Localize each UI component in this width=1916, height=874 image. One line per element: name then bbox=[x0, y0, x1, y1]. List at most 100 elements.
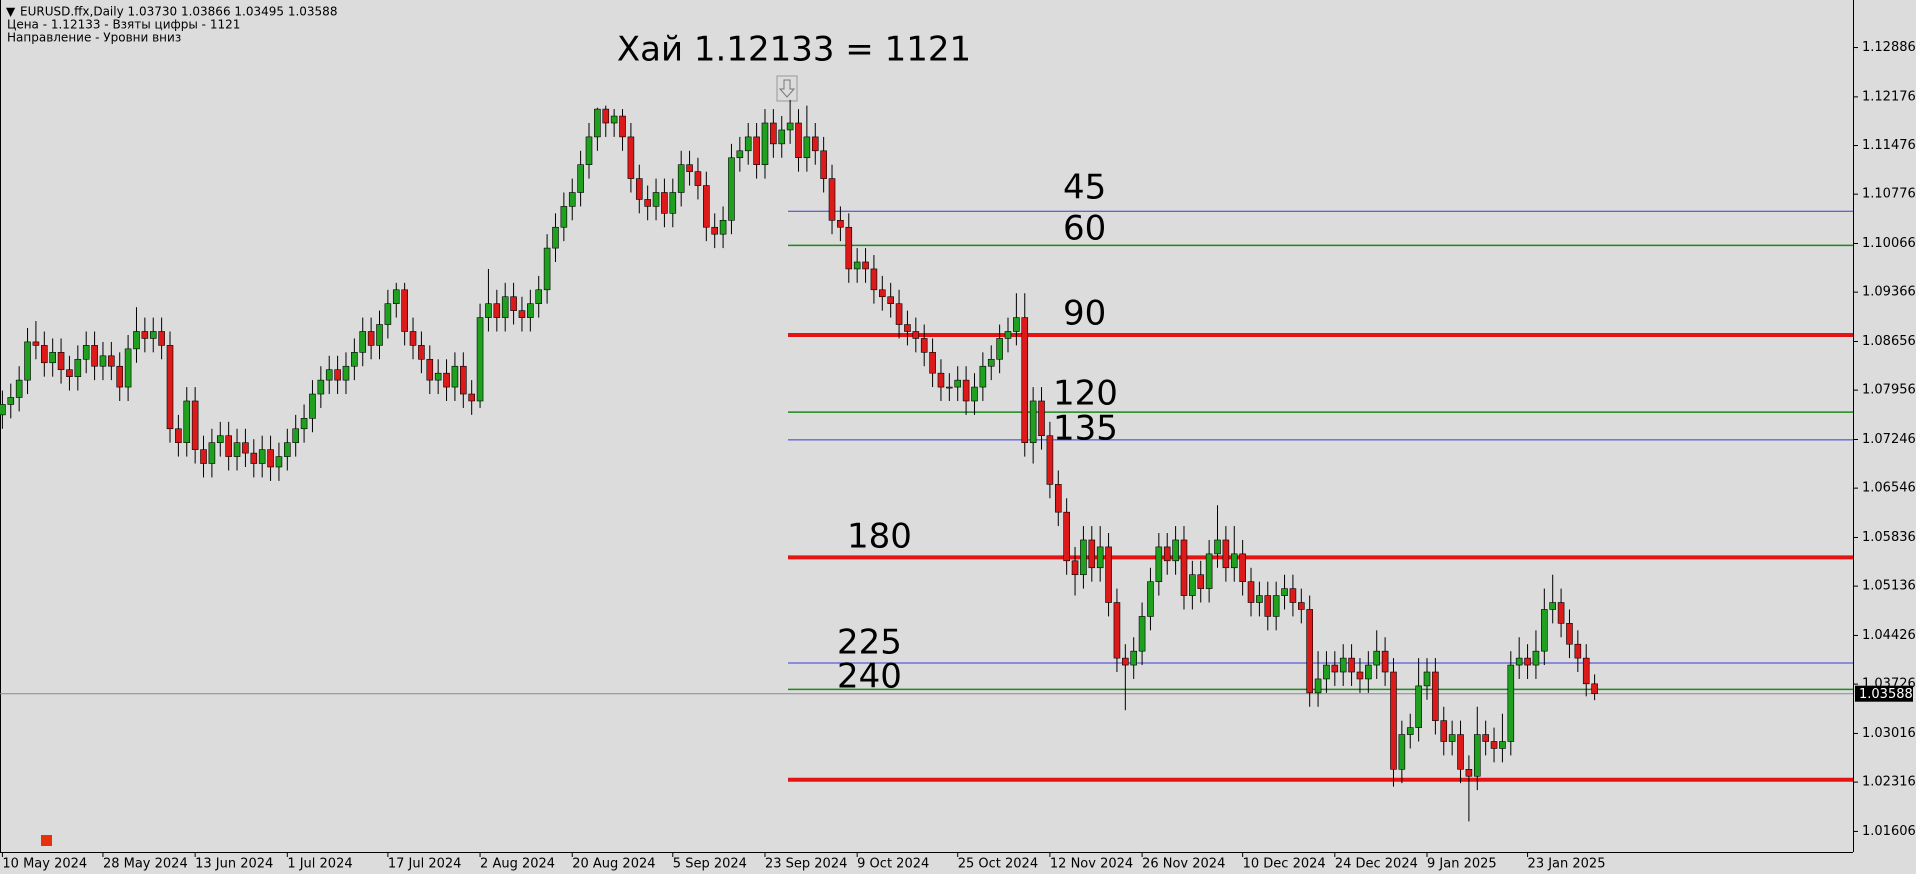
y-tick-label: 1.12176 bbox=[1862, 89, 1916, 104]
candle-body bbox=[250, 452, 258, 464]
candle-body bbox=[443, 372, 450, 388]
candle-body bbox=[1515, 657, 1523, 666]
current-price-label: 1.03588 bbox=[1859, 687, 1913, 702]
x-tick-label: 26 Nov 2024 bbox=[1142, 857, 1225, 872]
candle-body bbox=[1473, 734, 1481, 777]
candle-body bbox=[929, 352, 936, 374]
candle-body bbox=[233, 442, 241, 457]
candle-body bbox=[845, 226, 853, 270]
candle-body bbox=[837, 219, 844, 228]
candle-body bbox=[803, 136, 811, 159]
candle-body bbox=[1096, 546, 1104, 569]
level-label: 120 bbox=[1053, 374, 1118, 414]
candle-body bbox=[501, 296, 509, 318]
candle-body bbox=[795, 122, 802, 159]
x-tick-label: 2 Aug 2024 bbox=[480, 857, 555, 872]
y-tick-label: 1.07246 bbox=[1862, 432, 1916, 447]
x-tick-label: 23 Sep 2024 bbox=[765, 857, 847, 872]
x-tick-label: 9 Jan 2025 bbox=[1427, 857, 1497, 872]
level-label: 240 bbox=[837, 657, 902, 697]
candle-body bbox=[820, 150, 827, 179]
candle-body bbox=[661, 192, 668, 214]
candle-body bbox=[418, 345, 425, 360]
candle-body bbox=[1356, 671, 1364, 680]
candle-body bbox=[1272, 595, 1280, 617]
candle-body bbox=[761, 122, 769, 166]
candle-body bbox=[1004, 331, 1012, 339]
icon-frame bbox=[776, 75, 798, 102]
chart-title: Хай 1.12133 = 1121 bbox=[617, 30, 971, 70]
candle-body bbox=[376, 324, 383, 346]
candle-body bbox=[870, 268, 878, 291]
candle-body bbox=[91, 345, 98, 367]
candle-body bbox=[1373, 650, 1381, 666]
x-tick-label: 13 Jun 2024 bbox=[195, 857, 273, 872]
candle-body bbox=[577, 164, 584, 193]
info-line: Направление - Уровни вниз bbox=[7, 31, 181, 45]
candle-body bbox=[0, 404, 6, 416]
candle-body bbox=[946, 386, 953, 389]
candle-body bbox=[1423, 671, 1431, 687]
menu-arrow[interactable]: ▼ bbox=[6, 5, 16, 19]
x-tick-label: 12 Nov 2024 bbox=[1050, 857, 1133, 872]
candle-body bbox=[1415, 685, 1422, 728]
candle-body bbox=[15, 379, 23, 398]
candle-body bbox=[359, 331, 367, 353]
candle-body bbox=[778, 129, 786, 145]
level-label: 135 bbox=[1053, 409, 1118, 449]
candle-body bbox=[1557, 602, 1565, 624]
candle-body bbox=[57, 352, 65, 371]
candle-body bbox=[1230, 553, 1238, 569]
candle-body bbox=[1239, 553, 1246, 582]
candle-body bbox=[1549, 602, 1556, 610]
candle-body bbox=[518, 310, 526, 318]
candle-body bbox=[300, 418, 308, 430]
y-tick-label: 1.11476 bbox=[1862, 138, 1916, 153]
candle-body bbox=[1440, 720, 1448, 742]
candle-body bbox=[1264, 595, 1272, 617]
x-tick-label: 10 Dec 2024 bbox=[1243, 857, 1326, 872]
candle-body bbox=[292, 428, 300, 443]
candle-body bbox=[200, 449, 207, 464]
candle-body bbox=[1038, 400, 1045, 437]
candle-body bbox=[1448, 734, 1456, 742]
candle-body bbox=[1457, 734, 1464, 770]
y-tick-label: 1.06546 bbox=[1862, 481, 1916, 496]
candle-body bbox=[468, 393, 475, 402]
candle-body bbox=[753, 136, 760, 166]
candle-body bbox=[284, 442, 291, 457]
candle-body bbox=[401, 289, 408, 332]
candle-body bbox=[166, 345, 174, 430]
candle-body bbox=[694, 171, 702, 186]
candle-body bbox=[459, 365, 467, 395]
candle-body bbox=[987, 358, 995, 367]
candle-body bbox=[149, 331, 157, 339]
candle-body bbox=[325, 369, 333, 381]
candle-body bbox=[74, 358, 82, 377]
candle-body bbox=[1214, 539, 1221, 555]
candle-body bbox=[309, 393, 316, 419]
info-line: EURUSD.ffx,Daily 1.03730 1.03866 1.03495… bbox=[20, 5, 337, 19]
candle-body bbox=[1323, 664, 1330, 680]
level-label: 60 bbox=[1063, 209, 1106, 249]
candle-body bbox=[828, 178, 836, 221]
y-tick-label: 1.05136 bbox=[1862, 579, 1916, 594]
candle-body bbox=[392, 289, 400, 304]
candle-body bbox=[853, 261, 861, 270]
candle-body bbox=[225, 435, 232, 457]
candle-body bbox=[99, 355, 107, 367]
candle-body bbox=[736, 150, 744, 159]
candle-body bbox=[1063, 511, 1070, 562]
candle-body bbox=[66, 369, 73, 377]
candle-body bbox=[158, 331, 165, 346]
candle-body bbox=[116, 365, 124, 388]
candle-body bbox=[585, 136, 593, 166]
info-line: Цена - 1.12133 - Взяты цифры - 1121 bbox=[7, 18, 240, 32]
candle-body bbox=[1314, 678, 1322, 694]
candle-body bbox=[216, 435, 224, 443]
candle-body bbox=[1390, 671, 1397, 770]
x-tick-label: 1 Jul 2024 bbox=[287, 857, 352, 872]
candle-body bbox=[175, 428, 182, 443]
candle-body bbox=[351, 352, 358, 367]
